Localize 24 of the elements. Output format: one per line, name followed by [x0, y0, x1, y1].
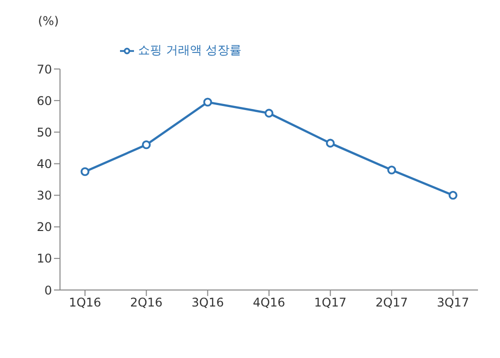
x-tick-label: 3Q16	[191, 296, 224, 310]
x-tick-label: 4Q16	[252, 296, 286, 310]
y-tick-label: 20	[36, 220, 52, 234]
y-tick-label: 70	[36, 62, 52, 76]
y-tick-label: 40	[36, 156, 52, 171]
x-tick-label: 1Q16	[68, 296, 102, 310]
point	[387, 166, 396, 174]
point	[203, 98, 212, 107]
x-tick-label: 2Q17	[375, 296, 408, 310]
point	[142, 140, 151, 150]
y-tick-label: 50	[36, 125, 52, 140]
x-tick-label: 2Q16	[130, 296, 163, 310]
point	[448, 190, 458, 200]
point	[264, 108, 274, 118]
point	[80, 167, 90, 176]
point	[326, 138, 335, 148]
y-tick-label: 0	[44, 283, 52, 298]
y-tick-label: 30	[36, 188, 52, 203]
legend-label: 쇼핑 거래액 성장률	[138, 43, 242, 57]
y-axis-title: (%)	[38, 14, 59, 28]
x-tick-label: 1Q17	[314, 296, 347, 310]
y-tick-label: 60	[36, 94, 52, 108]
y-tick-label: 10	[36, 252, 52, 266]
x-tick-label: 3Q17	[436, 296, 470, 310]
